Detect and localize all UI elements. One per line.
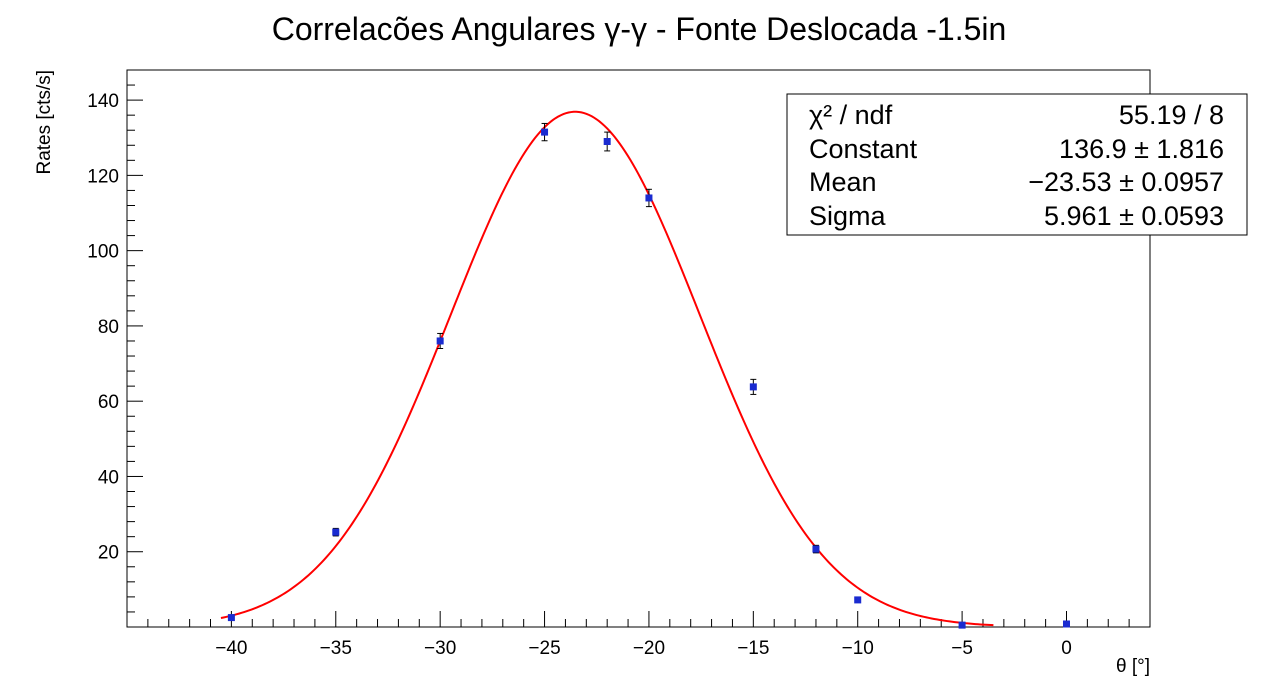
y-tick-label: 40 (98, 467, 119, 488)
stats-box-frame (786, 93, 1248, 236)
x-tick-label: −20 (633, 638, 665, 659)
point-marker (541, 128, 549, 136)
x-tick-label: −35 (320, 638, 352, 659)
data-point (1062, 620, 1070, 628)
stats-label-chi2: χ² / ndf (809, 100, 893, 130)
stats-value-mean: −23.53 ± 0.0957 (1028, 167, 1224, 197)
x-axis: −40 −35 −30 −25 −20 −15 −10 −5 0 (126, 611, 1151, 659)
y-tick-label: 100 (87, 242, 119, 263)
y-tick-label: 120 (87, 166, 119, 187)
data-point (541, 122, 549, 142)
y-axis-title: Rates [cts/s] (34, 70, 55, 175)
plot-frame (126, 69, 1151, 628)
x-tick-label: 0 (1061, 638, 1072, 659)
y-tick-label: 80 (98, 317, 119, 338)
y-tick-label: 140 (87, 91, 119, 112)
fit-curve (220, 110, 994, 627)
point-marker (332, 528, 340, 536)
data-point (603, 131, 611, 152)
data-point (227, 614, 235, 622)
y-tick-label: 20 (98, 543, 119, 564)
gaussian-fit-line (220, 110, 994, 627)
stats-label-constant: Constant (809, 134, 918, 164)
x-tick-label: −25 (528, 638, 560, 659)
data-point (958, 621, 966, 629)
x-tick-label: −10 (842, 638, 874, 659)
point-marker (603, 138, 611, 146)
stats-value-chi2: 55.19 / 8 (1119, 100, 1224, 130)
data-point (436, 332, 444, 349)
x-tick-label: −30 (424, 638, 456, 659)
y-axis: 20 40 60 80 100 120 140 (87, 84, 143, 613)
point-marker (958, 621, 966, 629)
point-marker (645, 194, 653, 202)
stats-label-sigma: Sigma (809, 201, 887, 231)
data-point (749, 378, 757, 395)
x-tick-label: −5 (951, 638, 973, 659)
point-marker (227, 614, 235, 622)
x-tick-label: −15 (737, 638, 769, 659)
stats-label-mean: Mean (809, 167, 877, 197)
point-marker (436, 337, 444, 345)
data-point (854, 596, 862, 604)
data-point (645, 188, 653, 208)
point-marker (854, 596, 862, 604)
point-marker (1062, 620, 1070, 628)
y-tick-label: 60 (98, 392, 119, 413)
x-axis-title: θ [°] (1116, 656, 1150, 677)
stats-value-constant: 136.9 ± 1.816 (1059, 134, 1224, 164)
data-points (227, 122, 1070, 629)
point-marker (812, 545, 820, 553)
stats-value-sigma: 5.961 ± 0.0593 (1044, 201, 1224, 231)
point-marker (749, 383, 757, 391)
data-point (812, 544, 820, 554)
x-tick-label: −40 (215, 638, 247, 659)
stats-box: χ² / ndf 55.19 / 8 Constant 136.9 ± 1.81… (786, 93, 1248, 236)
data-point (332, 527, 340, 537)
chart-title: Correlacões Angulares γ-γ - Fonte Desloc… (272, 11, 1007, 47)
